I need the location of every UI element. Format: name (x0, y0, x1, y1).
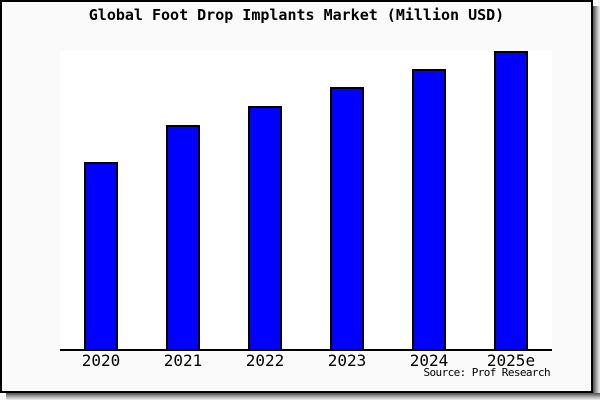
source-note: Source: Prof Research (423, 366, 551, 379)
plot-area (60, 51, 552, 349)
x-tick-label-2024: 2024 (409, 351, 449, 370)
drop-shadow-bottom (6, 393, 600, 400)
x-tick-label-2022: 2022 (245, 351, 285, 370)
x-tick-label-2020: 2020 (81, 351, 121, 370)
chart-title: Global Foot Drop Implants Market (Millio… (88, 6, 505, 24)
chart-frame: Global Foot Drop Implants Market (Millio… (0, 0, 593, 393)
x-axis-line (60, 349, 552, 351)
bar-2020 (84, 162, 118, 349)
x-tick-label-2025e: 2025e (486, 351, 536, 370)
x-tick-label-2023: 2023 (327, 351, 367, 370)
x-tick-label-2021: 2021 (163, 351, 203, 370)
bar-2025e (494, 51, 528, 349)
drop-shadow-right (593, 6, 600, 400)
bar-2023 (330, 87, 364, 349)
bar-2021 (166, 125, 200, 349)
bar-2024 (412, 69, 446, 349)
bar-2022 (248, 106, 282, 349)
